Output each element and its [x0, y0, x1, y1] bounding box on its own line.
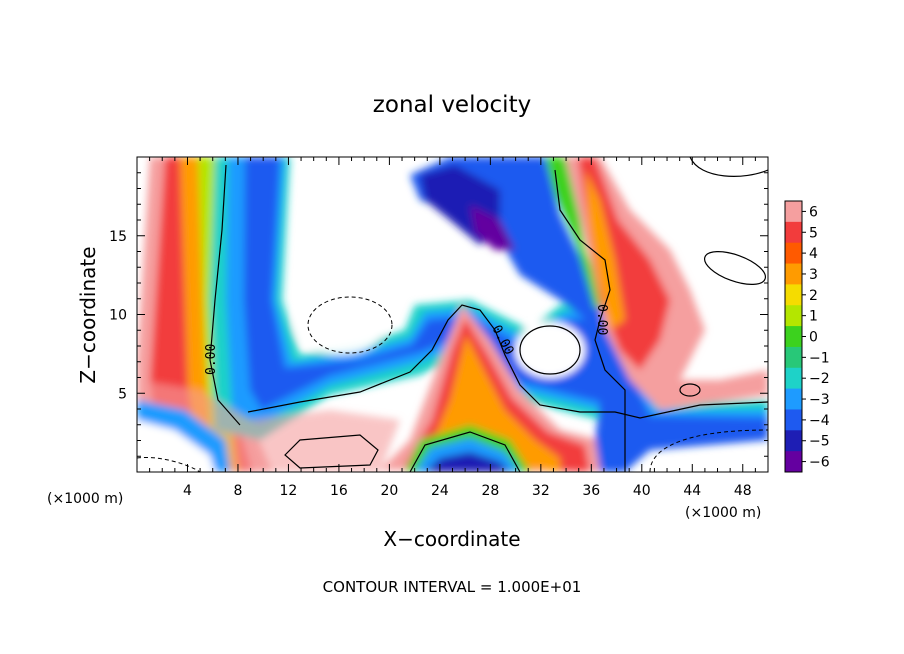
- colorbar-tick-label: −5: [809, 434, 830, 450]
- zero-contour: [247, 304, 768, 419]
- colorbar: 6 5 4 3 2 1 0 −1 −2 −3 −4 −5 −6: [784, 200, 830, 473]
- contour-closed: [284, 434, 379, 469]
- colorbar-tick-label: 0: [809, 330, 818, 346]
- contour-lines: [209, 157, 768, 472]
- x-axis-label: X−coordinate: [383, 527, 520, 551]
- colorbar-swatch: [785, 346, 802, 369]
- x-tick-label: 40: [633, 483, 651, 499]
- y-tick-label: 5: [118, 386, 127, 402]
- colorbar-tick-label: −3: [809, 392, 830, 408]
- colorbar-swatch: [785, 242, 802, 265]
- colorbar-swatch: [785, 284, 802, 306]
- contour-closed: [137, 456, 201, 472]
- plot-area: [137, 157, 768, 472]
- y-tick-label: 10: [109, 308, 127, 324]
- x-tick-label: 20: [380, 483, 398, 499]
- colorbar-tick-label: −2: [809, 371, 830, 387]
- y-tick-label: 15: [109, 229, 127, 245]
- x-tick-label: 36: [582, 483, 600, 499]
- zero-contour: [209, 164, 241, 426]
- colorbar-swatch: [785, 326, 802, 348]
- colorbar-swatch: [785, 388, 802, 410]
- zero-contour: [554, 169, 626, 472]
- velocity-field: [137, 157, 768, 472]
- colorbar-tick-label: 3: [809, 267, 818, 283]
- x-tick-label: 12: [280, 483, 298, 499]
- contour-interval-note: CONTOUR INTERVAL = 1.000E+01: [323, 578, 582, 596]
- colorbar-tick-label: −1: [809, 350, 830, 366]
- x-tick-label: 28: [481, 483, 499, 499]
- x-tick-label: 44: [683, 483, 701, 499]
- x-tick-label: 16: [330, 483, 348, 499]
- colorbar-tick-label: −6: [809, 455, 830, 471]
- colorbar-swatch: [785, 263, 802, 285]
- contour-closed: [649, 429, 768, 472]
- contour-closed: [689, 157, 768, 177]
- colorbar-swatch: [785, 201, 802, 223]
- x-tick-label: 24: [431, 483, 449, 499]
- x-unit-label-right: (×1000 m): [685, 505, 761, 521]
- chart-title: zonal velocity: [373, 92, 531, 118]
- x-tick-label: 8: [233, 483, 242, 499]
- colorbar-tick-label: 2: [809, 288, 818, 304]
- y-axis-label: Z−coordinate: [76, 246, 100, 383]
- contour-label: 0.00: [204, 344, 219, 375]
- colorbar-tick-label: 6: [809, 204, 818, 220]
- x-axis: 4 8 12 16 20 24 28 32 36 40 44 48: [149, 157, 756, 499]
- x-tick-label: 32: [532, 483, 550, 499]
- y-axis: 5 10 15: [109, 172, 768, 457]
- colorbar-swatch: [785, 409, 802, 431]
- colorbar-tick-label: 1: [809, 309, 818, 325]
- x-tick-label: 4: [183, 483, 192, 499]
- colorbar-tick-label: 4: [809, 246, 818, 262]
- colorbar-swatch: [785, 451, 802, 473]
- x-unit-label-left: (×1000 m): [47, 491, 123, 507]
- contour-closed: [519, 325, 581, 375]
- zero-contour: [409, 431, 521, 472]
- contour-label: 0.00: [594, 304, 609, 335]
- colorbar-swatch: [785, 221, 802, 244]
- colorbar-swatch: [785, 430, 802, 452]
- colorbar-swatch: [785, 305, 802, 327]
- contour-lines-negative: [137, 296, 768, 472]
- colorbar-tick-label: −4: [809, 413, 830, 429]
- contour-closed: [679, 383, 701, 397]
- contour-closed: [704, 250, 766, 286]
- x-tick-label: 48: [734, 483, 752, 499]
- colorbar-tick-label: 5: [809, 225, 818, 241]
- colorbar-swatch: [785, 367, 802, 390]
- contour-closed: [307, 296, 393, 354]
